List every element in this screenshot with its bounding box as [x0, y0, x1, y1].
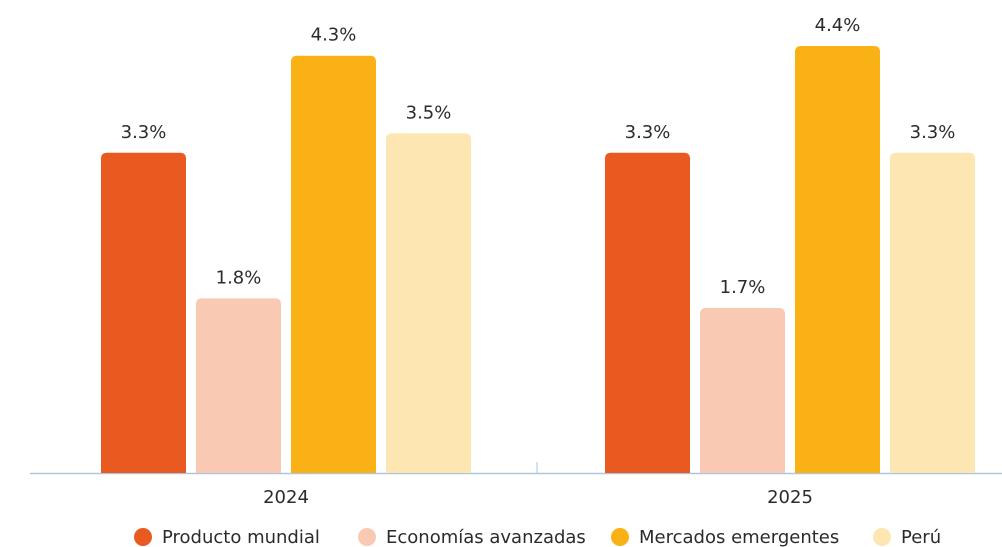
bar [101, 152, 186, 473]
value-label: 4.3% [311, 25, 357, 46]
legend-label: Mercados emergentes [639, 527, 839, 547]
legend-swatch [358, 528, 376, 546]
legend-label: Perú [901, 527, 941, 547]
bar [196, 298, 281, 473]
value-label: 3.5% [406, 102, 452, 123]
legend-swatch [134, 528, 152, 546]
value-label: 3.3% [910, 122, 956, 143]
value-label: 1.7% [720, 277, 766, 298]
x-tick-label: 2025 [767, 487, 813, 508]
value-label: 3.3% [625, 122, 671, 143]
legend-swatch [873, 528, 891, 546]
bar [890, 152, 975, 473]
x-tick-label: 2024 [263, 487, 309, 508]
bar [795, 46, 880, 473]
legend-label: Producto mundial [162, 527, 320, 547]
value-label: 3.3% [121, 122, 167, 143]
value-label: 1.8% [216, 267, 262, 288]
bar [291, 55, 376, 474]
legend-swatch [611, 528, 629, 546]
value-label: 4.4% [815, 15, 861, 36]
bar [605, 152, 690, 473]
bar [700, 308, 785, 473]
bar [386, 133, 471, 473]
legend-label: Economías avanzadas [386, 527, 586, 547]
